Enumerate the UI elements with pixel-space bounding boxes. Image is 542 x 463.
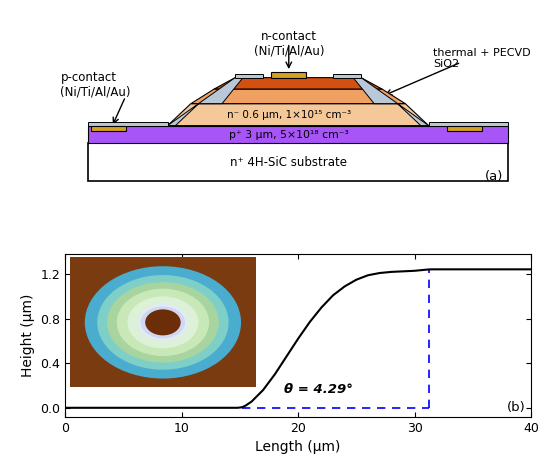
Polygon shape: [167, 104, 429, 125]
Text: θ = 4.29°: θ = 4.29°: [284, 382, 353, 395]
Text: n⁺ 4H-SiC substrate: n⁺ 4H-SiC substrate: [230, 156, 347, 169]
Bar: [235, 74, 263, 78]
Text: n 0.2 μm, 2×10¹⁸ cm⁻³: n 0.2 μm, 2×10¹⁸ cm⁻³: [229, 91, 348, 101]
Bar: [88, 144, 508, 181]
Polygon shape: [214, 78, 382, 89]
Text: n⁻ 0.6 μm, 1×10¹⁵ cm⁻³: n⁻ 0.6 μm, 1×10¹⁵ cm⁻³: [227, 110, 351, 120]
Text: (b): (b): [507, 401, 525, 414]
Text: p-contact
(Ni/Ti/Al/Au): p-contact (Ni/Ti/Al/Au): [60, 71, 131, 99]
Text: n-contact
(Ni/Ti/Al/Au): n-contact (Ni/Ti/Al/Au): [254, 30, 324, 58]
X-axis label: Length (μm): Length (μm): [255, 440, 341, 454]
Polygon shape: [191, 89, 405, 104]
Text: n⁺ 0.1 μm, 2×10¹⁹ cm⁻³: n⁺ 0.1 μm, 2×10¹⁹ cm⁻³: [227, 78, 351, 88]
Text: (a): (a): [485, 169, 503, 182]
Polygon shape: [167, 78, 243, 125]
Bar: [447, 126, 482, 131]
Text: p⁺ 3 μm, 5×10¹⁸ cm⁻³: p⁺ 3 μm, 5×10¹⁸ cm⁻³: [229, 130, 349, 139]
Polygon shape: [353, 78, 429, 125]
Bar: [333, 74, 361, 78]
Y-axis label: Height (μm): Height (μm): [21, 294, 35, 377]
Polygon shape: [88, 122, 167, 125]
Polygon shape: [429, 122, 508, 125]
Bar: [91, 126, 126, 131]
Text: thermal + PECVD
SiO2: thermal + PECVD SiO2: [433, 48, 531, 69]
Bar: [272, 72, 306, 78]
Bar: [88, 125, 508, 144]
